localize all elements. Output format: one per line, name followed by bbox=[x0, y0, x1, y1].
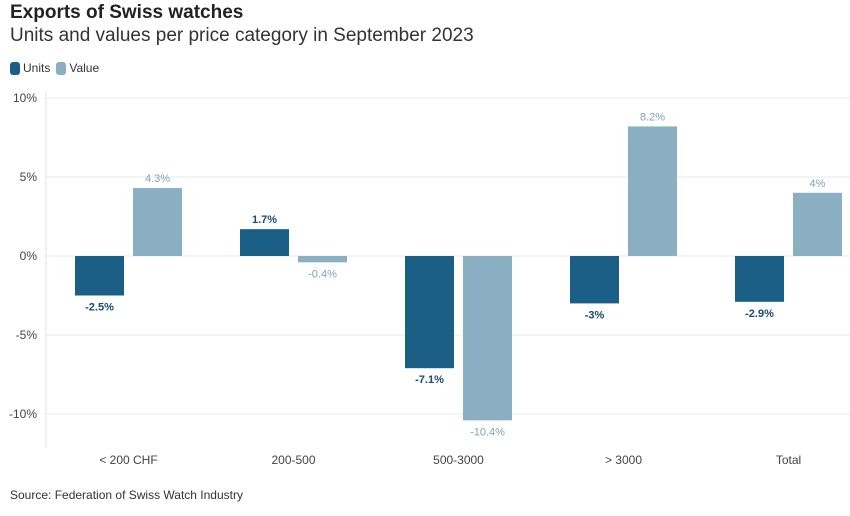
data-label-units: -2.9% bbox=[745, 308, 774, 320]
bar-value bbox=[133, 188, 182, 256]
legend-item-units[interactable]: Units bbox=[10, 61, 50, 75]
y-tick-label: 10% bbox=[13, 91, 37, 105]
data-label-value: 4% bbox=[810, 178, 826, 190]
data-label-value: 8.2% bbox=[640, 111, 665, 123]
y-tick-label: 5% bbox=[20, 170, 38, 184]
data-label-units: -7.1% bbox=[415, 374, 444, 386]
legend: Units Value bbox=[10, 61, 99, 75]
x-tick-label: Total bbox=[776, 453, 801, 467]
x-tick-label: > 3000 bbox=[605, 453, 642, 467]
legend-swatch-units bbox=[10, 61, 20, 75]
data-label-value: -10.4% bbox=[470, 426, 505, 438]
bar-units bbox=[735, 256, 784, 302]
bar-value bbox=[793, 192, 842, 256]
legend-label-value: Value bbox=[69, 61, 100, 75]
bar-units bbox=[405, 256, 454, 369]
bar-value bbox=[628, 126, 677, 256]
data-label-value: 4.3% bbox=[145, 173, 170, 185]
x-tick-label: 500-3000 bbox=[433, 453, 484, 467]
y-tick-label: -5% bbox=[16, 328, 38, 342]
bar-units bbox=[240, 229, 289, 256]
y-tick-label: 0% bbox=[20, 249, 38, 263]
data-label-units: -3% bbox=[585, 309, 605, 321]
chart-subtitle: Units and values per price category in S… bbox=[10, 25, 474, 46]
chart-title: Exports of Swiss watches bbox=[10, 2, 244, 23]
data-label-units: 1.7% bbox=[252, 214, 277, 226]
legend-swatch-value bbox=[56, 61, 67, 75]
source-note: Source: Federation of Swiss Watch Indust… bbox=[10, 488, 243, 502]
x-tick-label: < 200 CHF bbox=[99, 453, 157, 467]
data-label-units: -2.5% bbox=[85, 302, 114, 314]
legend-item-value[interactable]: Value bbox=[56, 61, 99, 75]
x-tick-label: 200-500 bbox=[271, 453, 315, 467]
y-tick-label: -10% bbox=[9, 407, 37, 421]
legend-label-units: Units bbox=[23, 61, 51, 75]
data-label-value: -0.4% bbox=[308, 268, 337, 280]
bar-units bbox=[75, 256, 124, 296]
bar-value bbox=[298, 256, 347, 263]
bar-units bbox=[570, 256, 619, 304]
bar-value bbox=[463, 256, 512, 421]
